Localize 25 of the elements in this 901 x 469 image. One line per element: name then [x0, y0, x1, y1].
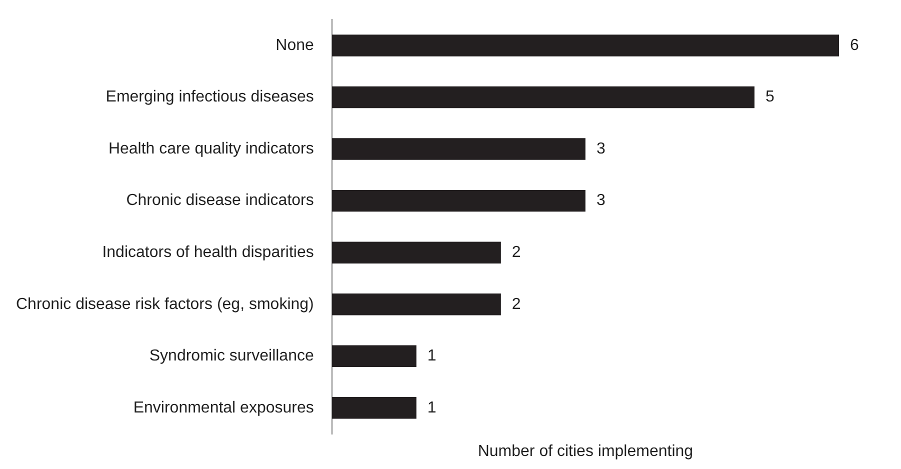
y-tick-label: Health care quality indicators — [108, 140, 314, 158]
bar — [332, 397, 416, 419]
data-label: 1 — [427, 399, 436, 416]
bar — [332, 138, 586, 160]
x-axis-title: Number of cities implementing — [478, 442, 694, 460]
data-label: 2 — [512, 244, 521, 261]
bar — [332, 242, 501, 264]
data-label: 3 — [596, 192, 606, 210]
y-tick-label: Emerging infectious diseases — [106, 88, 314, 106]
y-tick-label: Chronic disease risk factors (eg, smoking) — [16, 296, 314, 313]
y-tick-label: None — [276, 36, 314, 54]
y-tick-label: Indicators of health disparities — [102, 244, 314, 261]
data-label: 1 — [427, 348, 436, 365]
data-label: 3 — [596, 140, 606, 158]
bar — [332, 345, 416, 368]
y-tick-label: Syndromic surveillance — [149, 348, 314, 365]
y-tick-label: Chronic disease indicators — [126, 192, 314, 210]
data-label: 5 — [765, 88, 774, 106]
data-label: 6 — [850, 36, 859, 54]
bar — [332, 34, 839, 56]
bar — [332, 86, 754, 108]
bar — [332, 190, 586, 212]
data-label: 2 — [512, 296, 521, 313]
bar — [332, 293, 501, 316]
y-tick-label: Environmental exposures — [133, 399, 314, 416]
